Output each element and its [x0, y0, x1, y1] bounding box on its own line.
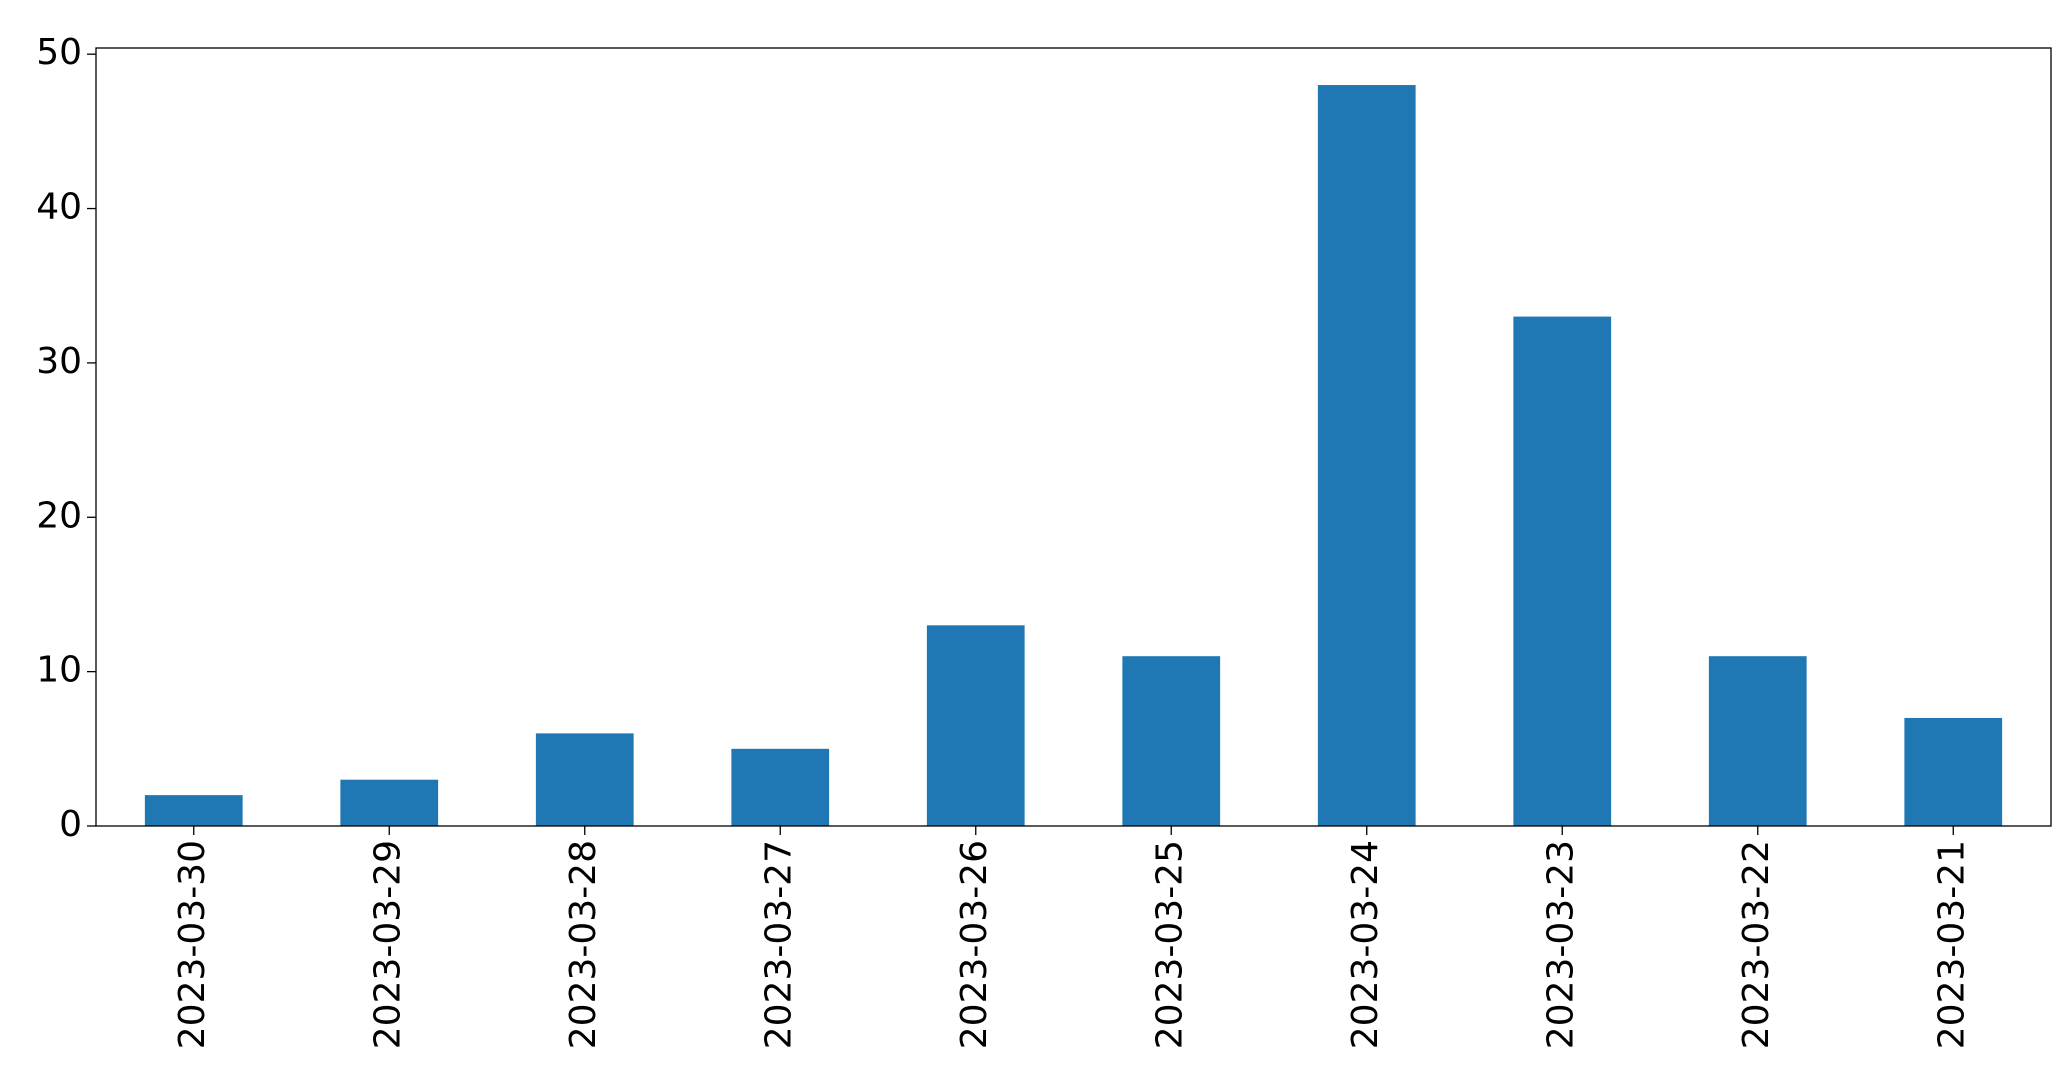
bar [926, 625, 1025, 826]
x-tick-label: 2023-03-22 [1736, 840, 1777, 1049]
y-tick-label: 50 [36, 32, 82, 73]
bar [535, 733, 634, 826]
x-tick-label: 2023-03-21 [1931, 840, 1972, 1049]
y-tick-label: 30 [36, 341, 82, 382]
bar [144, 795, 243, 826]
bar [1904, 717, 2003, 826]
x-tick-label: 2023-03-23 [1540, 840, 1581, 1049]
x-tick-label: 2023-03-26 [954, 840, 995, 1049]
y-tick-label: 40 [36, 187, 82, 228]
y-tick-label: 20 [36, 495, 82, 536]
plot-frame [95, 47, 2052, 827]
x-tick-label: 2023-03-30 [172, 840, 213, 1049]
x-tick-label: 2023-03-25 [1149, 840, 1190, 1049]
x-tick-label: 2023-03-27 [758, 840, 799, 1049]
x-tick-label: 2023-03-29 [367, 840, 408, 1049]
y-tick-label: 10 [36, 650, 82, 691]
x-tick-label: 2023-03-28 [563, 840, 604, 1049]
bar [1708, 656, 1807, 826]
bar [1317, 85, 1416, 827]
bar [1122, 656, 1221, 826]
x-tick-label: 2023-03-24 [1345, 840, 1386, 1049]
bar [340, 779, 439, 826]
bar [1513, 316, 1612, 826]
y-tick-label: 0 [59, 804, 82, 845]
bar [731, 748, 830, 826]
